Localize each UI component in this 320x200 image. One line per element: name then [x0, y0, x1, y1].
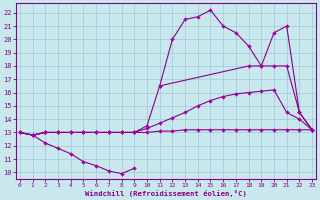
- X-axis label: Windchill (Refroidissement éolien,°C): Windchill (Refroidissement éolien,°C): [85, 190, 247, 197]
